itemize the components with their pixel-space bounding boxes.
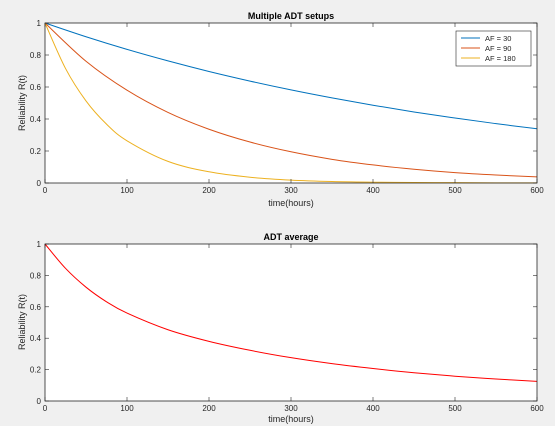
y-axis-label: Reliability R(t) (17, 75, 27, 131)
legend-label-1: AF = 90 (485, 44, 511, 53)
y-tick-label: 0 (37, 397, 42, 406)
x-tick-label: 300 (284, 404, 298, 413)
y-tick-label: 0.8 (30, 271, 42, 280)
chart-title: Multiple ADT setups (248, 11, 334, 21)
y-tick-label: 1 (37, 19, 42, 28)
x-ticks: 0 100 200 300 400 500 600 (43, 23, 544, 195)
x-tick-label: 200 (202, 186, 216, 195)
y-tick-label: 0.6 (30, 303, 42, 312)
y-tick-label: 0 (37, 179, 42, 188)
x-tick-label: 100 (120, 186, 134, 195)
chart-multiple-adt-setups: 0 100 200 300 400 500 600 0 0.2 0.4 0.6 0.8 1 Multi… (17, 11, 544, 208)
y-tick-label: 0.2 (30, 147, 42, 156)
x-tick-label: 500 (448, 186, 462, 195)
axes-background (45, 244, 537, 401)
x-ticks: 0 100 200 300 400 500 600 (43, 244, 544, 413)
x-tick-label: 100 (120, 404, 134, 413)
x-tick-label: 600 (530, 404, 544, 413)
x-tick-label: 400 (366, 404, 380, 413)
x-tick-label: 200 (202, 404, 216, 413)
x-tick-label: 500 (448, 404, 462, 413)
y-axis-label: Reliability R(t) (17, 294, 27, 350)
plot-lines (44, 243, 538, 382)
legend-label-2: AF = 180 (485, 54, 516, 63)
y-ticks: 0 0.2 0.4 0.6 0.8 1 (30, 240, 537, 406)
x-axis-label: time(hours) (268, 198, 314, 208)
x-tick-label: 0 (43, 186, 48, 195)
chart-adt-average: 0 100 200 300 400 500 600 0 0.2 0.4 0.6 0.8 1 ADT a… (17, 232, 544, 424)
y-tick-label: 0.6 (30, 83, 42, 92)
series-line-1 (44, 22, 538, 178)
y-tick-label: 0.4 (30, 334, 42, 343)
y-tick-label: 1 (37, 240, 42, 249)
x-tick-label: 400 (366, 186, 380, 195)
x-axis-label: time(hours) (268, 414, 314, 424)
y-tick-label: 0.4 (30, 115, 42, 124)
series-line-0 (44, 243, 538, 382)
chart-title: ADT average (263, 232, 318, 242)
y-tick-label: 0.8 (30, 51, 42, 60)
y-ticks: 0 0.2 0.4 0.6 0.8 1 (30, 19, 537, 188)
x-tick-label: 600 (530, 186, 544, 195)
y-tick-label: 0.2 (30, 366, 42, 375)
legend-label-0: AF = 30 (485, 34, 511, 43)
series-line-0 (44, 22, 538, 130)
x-tick-label: 300 (284, 186, 298, 195)
x-tick-label: 0 (43, 404, 48, 413)
